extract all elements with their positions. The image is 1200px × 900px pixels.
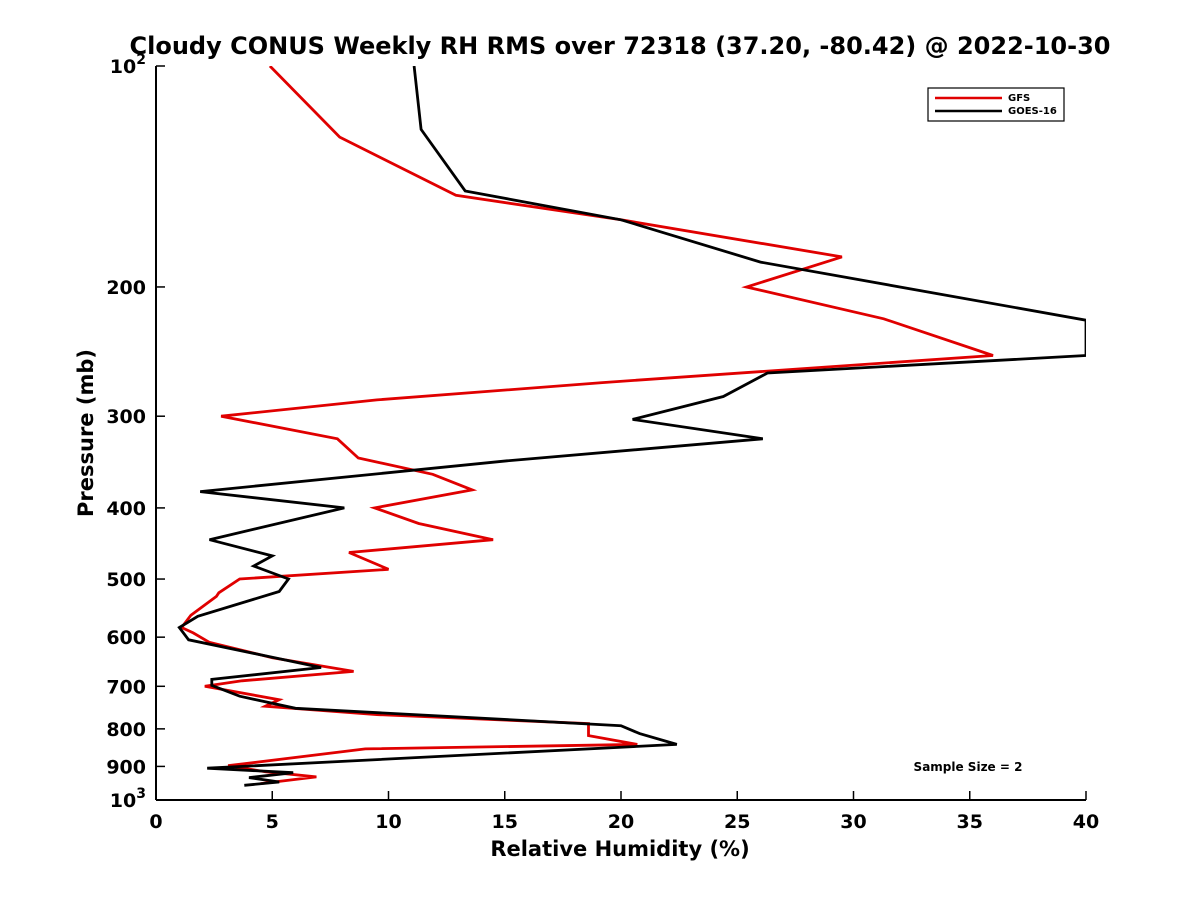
y-tick-label: 800: [106, 719, 146, 741]
x-tick-label: 15: [492, 811, 518, 833]
ticks-layer: 0 5 10 15 20 25 30 35 40 102 200 300 400 500 600 700 800…: [106, 52, 1099, 833]
y-tick-label: 900: [106, 756, 146, 778]
x-tick-label: 10: [375, 811, 401, 833]
y-tick-label: 200: [106, 277, 146, 299]
sample-size-annotation: Sample Size = 2: [914, 760, 1023, 774]
legend: GFS GOES-16: [927, 87, 1065, 122]
y-tick-label: 400: [106, 498, 146, 520]
legend-box: [927, 87, 1065, 122]
x-tick-label: 20: [608, 811, 634, 833]
x-tick-label: 0: [149, 811, 162, 833]
series-layer: [177, 66, 1086, 787]
y-tick-label: 300: [106, 406, 146, 428]
y-tick-label: 700: [106, 676, 146, 698]
y-tick-label: 102: [110, 52, 146, 78]
x-tick-label: 35: [957, 811, 983, 833]
y-axis-label: Pressure (mb): [74, 349, 98, 517]
x-tick-label: 30: [840, 811, 866, 833]
y-tick-label: 500: [106, 569, 146, 591]
x-tick-label: 5: [266, 811, 279, 833]
legend-label-goes16: GOES-16: [1008, 106, 1057, 117]
series-line-goes16: [177, 66, 1086, 787]
y-tick-label: 600: [106, 627, 146, 649]
y-tick-label: 103: [110, 786, 146, 812]
series-line-gfs: [179, 66, 994, 785]
chart-title: Cloudy CONUS Weekly RH RMS over 72318 (3…: [130, 32, 1111, 60]
x-tick-label: 40: [1073, 811, 1099, 833]
legend-label-gfs: GFS: [1008, 93, 1030, 104]
x-tick-label: 25: [724, 811, 750, 833]
x-axis-label: Relative Humidity (%): [490, 837, 749, 861]
